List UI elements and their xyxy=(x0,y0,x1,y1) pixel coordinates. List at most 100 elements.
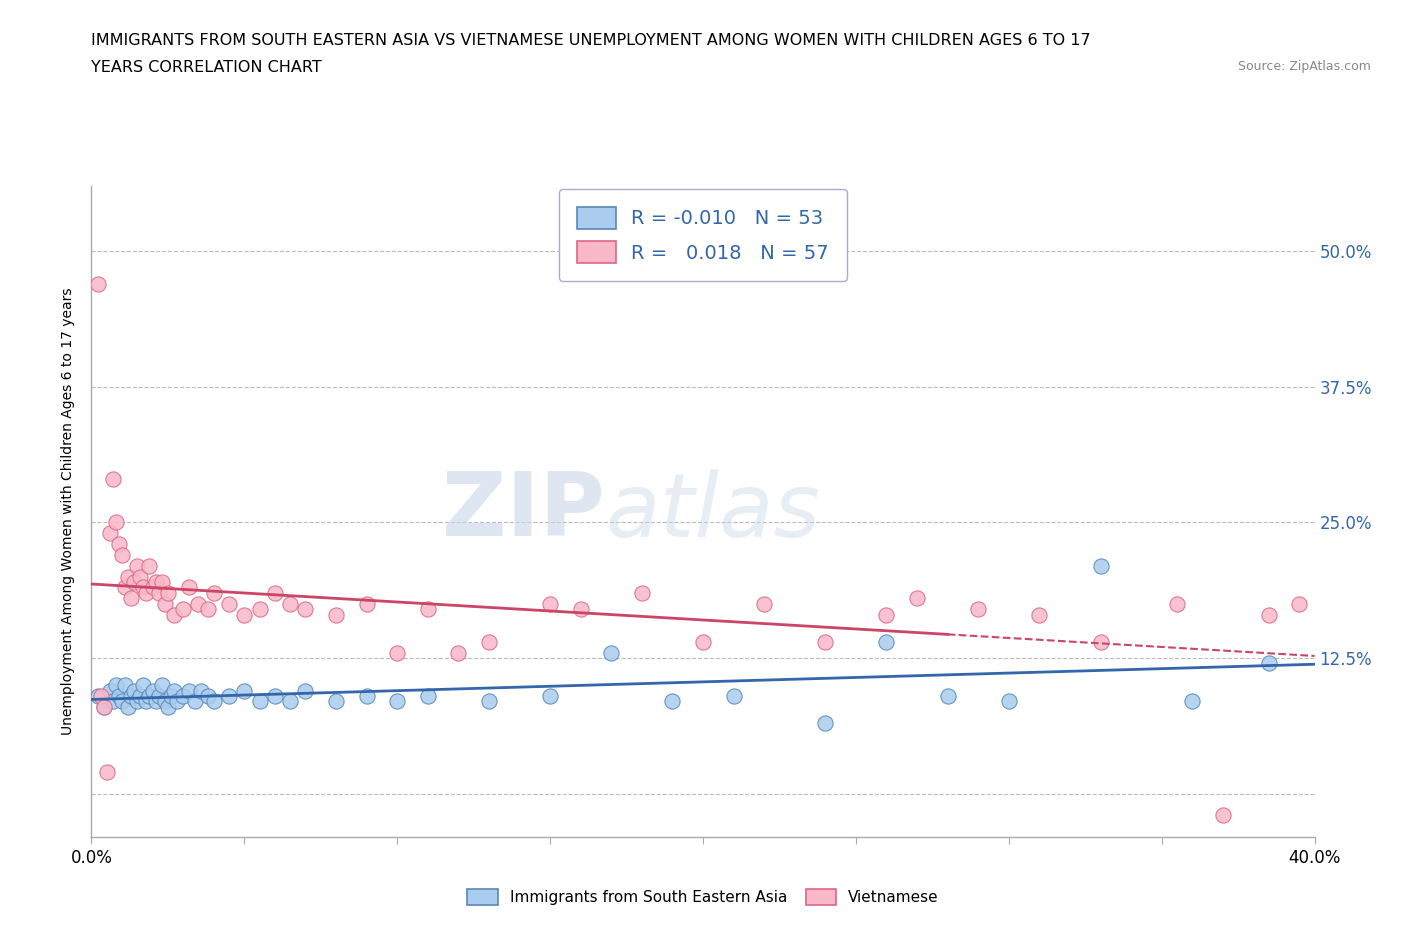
Point xyxy=(1090,634,1112,649)
Point xyxy=(148,688,170,703)
Point xyxy=(385,694,409,709)
Point xyxy=(93,699,115,714)
Point xyxy=(264,688,287,703)
Text: YEARS CORRELATION CHART: YEARS CORRELATION CHART xyxy=(91,60,322,75)
Point xyxy=(197,602,219,617)
Point xyxy=(145,575,167,590)
Y-axis label: Unemployment Among Women with Children Ages 6 to 17 years: Unemployment Among Women with Children A… xyxy=(62,287,76,736)
Point xyxy=(325,607,347,622)
Legend: Immigrants from South Eastern Asia, Vietnamese: Immigrants from South Eastern Asia, Viet… xyxy=(460,882,946,913)
Point xyxy=(294,684,316,698)
Point xyxy=(120,591,142,605)
Point xyxy=(936,688,959,703)
Point xyxy=(122,575,145,590)
Point xyxy=(117,699,139,714)
Point xyxy=(111,548,134,563)
Point xyxy=(132,580,155,595)
Point xyxy=(723,688,745,703)
Point xyxy=(538,596,561,611)
Point xyxy=(138,558,160,573)
Point xyxy=(135,586,157,601)
Point xyxy=(905,591,928,605)
Point xyxy=(108,537,131,551)
Point xyxy=(104,678,127,693)
Point xyxy=(117,569,139,584)
Legend: R = -0.010   N = 53, R =   0.018   N = 57: R = -0.010 N = 53, R = 0.018 N = 57 xyxy=(560,189,846,281)
Point xyxy=(104,515,127,530)
Point xyxy=(101,694,124,709)
Text: ZIP: ZIP xyxy=(443,468,605,555)
Point xyxy=(179,580,201,595)
Point xyxy=(156,699,179,714)
Point xyxy=(1181,694,1204,709)
Point xyxy=(202,586,225,601)
Point xyxy=(184,694,207,709)
Point xyxy=(153,596,176,611)
Point xyxy=(278,694,301,709)
Point xyxy=(172,688,194,703)
Point xyxy=(141,580,163,595)
Point xyxy=(96,764,118,779)
Point xyxy=(249,694,271,709)
Point xyxy=(197,688,219,703)
Point xyxy=(218,596,240,611)
Point xyxy=(478,694,501,709)
Point xyxy=(1028,607,1050,622)
Point xyxy=(156,586,179,601)
Point xyxy=(264,586,287,601)
Point xyxy=(478,634,501,649)
Text: IMMIGRANTS FROM SOUTH EASTERN ASIA VS VIETNAMESE UNEMPLOYMENT AMONG WOMEN WITH C: IMMIGRANTS FROM SOUTH EASTERN ASIA VS VI… xyxy=(91,33,1091,47)
Point xyxy=(150,678,173,693)
Text: atlas: atlas xyxy=(605,469,820,554)
Point xyxy=(122,684,145,698)
Point xyxy=(385,645,409,660)
Point xyxy=(187,596,209,611)
Point xyxy=(814,716,837,731)
Point xyxy=(278,596,301,611)
Point xyxy=(1257,656,1279,671)
Point xyxy=(93,699,115,714)
Point xyxy=(233,684,256,698)
Point xyxy=(447,645,470,660)
Point xyxy=(132,678,155,693)
Point xyxy=(135,694,157,709)
Point xyxy=(172,602,194,617)
Point xyxy=(875,607,898,622)
Point xyxy=(163,684,186,698)
Point xyxy=(101,472,124,486)
Point xyxy=(294,602,316,617)
Point xyxy=(98,684,121,698)
Point xyxy=(98,525,121,540)
Point xyxy=(754,596,776,611)
Point xyxy=(233,607,256,622)
Point xyxy=(967,602,990,617)
Point xyxy=(1090,558,1112,573)
Point xyxy=(114,580,136,595)
Point xyxy=(166,694,188,709)
Point xyxy=(129,569,152,584)
Point xyxy=(416,602,439,617)
Point xyxy=(138,688,160,703)
Point xyxy=(600,645,623,660)
Point xyxy=(875,634,898,649)
Point xyxy=(998,694,1021,709)
Point xyxy=(631,586,654,601)
Point xyxy=(814,634,837,649)
Point xyxy=(153,694,176,709)
Point xyxy=(416,688,439,703)
Point xyxy=(145,694,167,709)
Point xyxy=(141,684,163,698)
Point xyxy=(148,586,170,601)
Point xyxy=(90,688,112,703)
Point xyxy=(1212,808,1234,823)
Point xyxy=(114,678,136,693)
Point xyxy=(163,607,186,622)
Point xyxy=(129,688,152,703)
Point xyxy=(356,596,378,611)
Point xyxy=(249,602,271,617)
Point xyxy=(356,688,378,703)
Point xyxy=(692,634,714,649)
Point xyxy=(1288,596,1310,611)
Point xyxy=(108,688,131,703)
Point xyxy=(538,688,561,703)
